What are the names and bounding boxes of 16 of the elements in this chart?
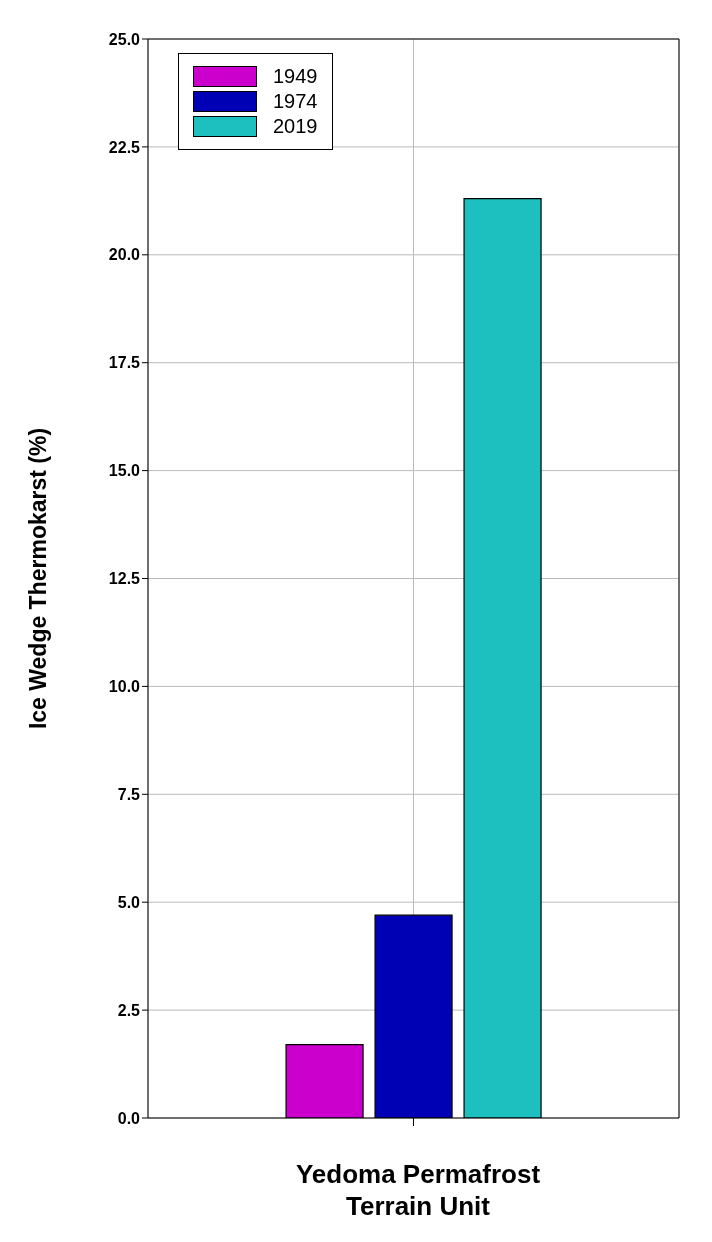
y-tick-label: 25.0 xyxy=(108,30,141,48)
y-tick-label: 0.0 xyxy=(117,1109,141,1127)
legend-label: 1974 xyxy=(273,89,318,114)
y-tick-label: 10.0 xyxy=(108,678,141,696)
y-tick-label: 5.0 xyxy=(117,893,141,911)
y-tick-label: 17.5 xyxy=(108,354,141,372)
y-tick-label: 20.0 xyxy=(108,246,141,264)
y-tick-label: 2.5 xyxy=(117,1001,141,1019)
legend-label: 2019 xyxy=(273,114,318,139)
y-axis-title: Ice Wedge Thermokarst (%) xyxy=(25,427,52,730)
y-tick-label: 15.0 xyxy=(108,462,141,480)
y-tick-label: 7.5 xyxy=(117,785,141,803)
legend-label: 1949 xyxy=(273,64,318,89)
x-axis-title: Yedoma Permafrost Terrain Unit xyxy=(294,1158,542,1222)
y-tick-label: 22.5 xyxy=(108,138,141,156)
y-tick-label: 12.5 xyxy=(108,570,141,588)
